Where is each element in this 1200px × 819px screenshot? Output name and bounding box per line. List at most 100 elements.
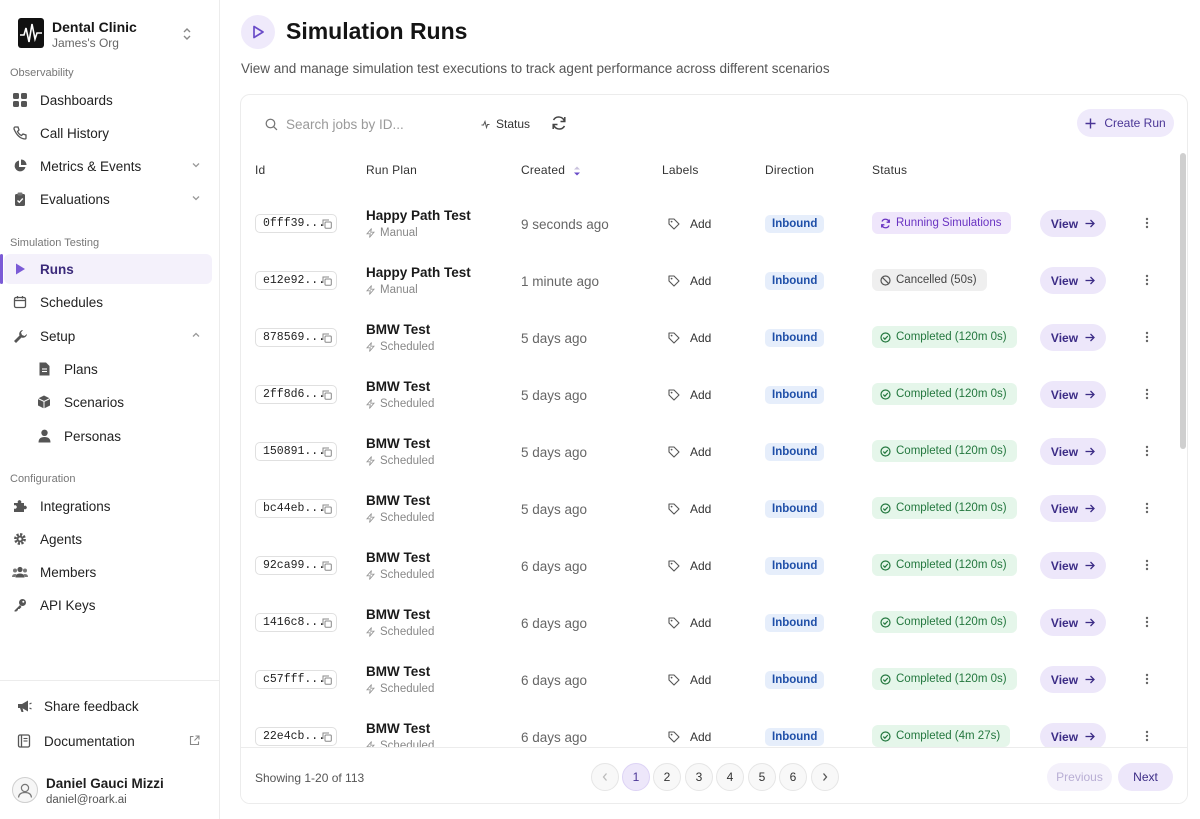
table-row[interactable]: 878569... BMW Test Scheduled 5 days ago Add I…: [241, 309, 1177, 366]
run-id-chip[interactable]: 0fff39...: [255, 214, 337, 233]
search-box[interactable]: [265, 113, 465, 135]
sidebar-item-plans[interactable]: Plans: [28, 354, 212, 384]
column-header-labels[interactable]: Labels: [662, 163, 699, 177]
run-plan-name[interactable]: BMW Test: [366, 721, 431, 736]
sidebar-item-scenarios[interactable]: Scenarios: [28, 387, 212, 417]
more-options-button[interactable]: [1141, 215, 1153, 231]
more-options-button[interactable]: [1141, 728, 1153, 744]
chevrons-up-down-icon[interactable]: [180, 26, 194, 42]
run-id-chip[interactable]: 2ff8d6...: [255, 385, 337, 404]
share-feedback-link[interactable]: Share feedback: [12, 692, 208, 720]
table-row[interactable]: 2ff8d6... BMW Test Scheduled 5 days ago Add I…: [241, 366, 1177, 423]
add-label-button[interactable]: Add: [668, 388, 711, 402]
column-header-status[interactable]: Status: [872, 163, 908, 177]
run-plan-name[interactable]: Happy Path Test: [366, 265, 471, 280]
view-button[interactable]: View: [1040, 552, 1106, 579]
page-button-3[interactable]: 3: [685, 763, 713, 791]
view-button[interactable]: View: [1040, 381, 1106, 408]
table-row[interactable]: 1416c8... BMW Test Scheduled 6 days ago Add I…: [241, 594, 1177, 651]
sidebar-item-runs[interactable]: Runs: [4, 254, 212, 284]
run-plan-name[interactable]: BMW Test: [366, 607, 431, 622]
run-id-chip[interactable]: 1416c8...: [255, 613, 337, 632]
run-plan-name[interactable]: BMW Test: [366, 550, 431, 565]
copy-icon[interactable]: [322, 333, 332, 343]
column-header-created[interactable]: Created: [521, 163, 581, 177]
add-label-button[interactable]: Add: [668, 730, 711, 744]
table-row[interactable]: 22e4cb... BMW Test Scheduled 6 days ago Add I…: [241, 708, 1177, 765]
add-label-button[interactable]: Add: [668, 445, 711, 459]
run-id-chip[interactable]: e12e92...: [255, 271, 337, 290]
copy-icon[interactable]: [322, 219, 332, 229]
sidebar-item-call-history[interactable]: Call History: [4, 118, 212, 148]
next-page-icon-button[interactable]: [811, 763, 839, 791]
chevron-up-icon[interactable]: [190, 329, 202, 341]
add-label-button[interactable]: Add: [668, 502, 711, 516]
create-run-button[interactable]: Create Run: [1077, 109, 1174, 137]
add-label-button[interactable]: Add: [668, 331, 711, 345]
sort-desc-icon[interactable]: [573, 165, 581, 177]
run-id-chip[interactable]: 92ca99...: [255, 556, 337, 575]
more-options-button[interactable]: [1141, 329, 1153, 345]
run-plan-name[interactable]: Happy Path Test: [366, 208, 471, 223]
add-label-button[interactable]: Add: [668, 559, 711, 573]
copy-icon[interactable]: [322, 390, 332, 400]
sidebar-item-metrics[interactable]: Metrics & Events: [4, 151, 212, 181]
refresh-icon[interactable]: [550, 114, 568, 132]
view-button[interactable]: View: [1040, 495, 1106, 522]
copy-icon[interactable]: [322, 561, 332, 571]
view-button[interactable]: View: [1040, 210, 1106, 237]
table-row[interactable]: e12e92... Happy Path Test Manual 1 minute a…: [241, 252, 1177, 309]
run-id-chip[interactable]: bc44eb...: [255, 499, 337, 518]
page-button-2[interactable]: 2: [653, 763, 681, 791]
table-row[interactable]: 0fff39... Happy Path Test Manual 9 seconds …: [241, 195, 1177, 252]
more-options-button[interactable]: [1141, 443, 1153, 459]
sidebar-item-personas[interactable]: Personas: [28, 421, 212, 451]
view-button[interactable]: View: [1040, 324, 1106, 351]
status-filter[interactable]: Status: [481, 113, 530, 135]
copy-icon[interactable]: [322, 504, 332, 514]
user-profile[interactable]: Daniel Gauci Mizzi daniel@roark.ai: [12, 770, 212, 812]
table-row[interactable]: c57fff... BMW Test Scheduled 6 days ago Add I…: [241, 651, 1177, 708]
copy-icon[interactable]: [322, 447, 332, 457]
next-button[interactable]: Next: [1118, 763, 1173, 791]
run-id-chip[interactable]: 22e4cb...: [255, 727, 337, 746]
sidebar-item-integrations[interactable]: Integrations: [4, 491, 212, 521]
more-options-button[interactable]: [1141, 500, 1153, 516]
table-row[interactable]: bc44eb... BMW Test Scheduled 5 days ago Add I…: [241, 480, 1177, 537]
page-button-4[interactable]: 4: [716, 763, 744, 791]
sidebar-item-agents[interactable]: Agents: [4, 524, 212, 554]
run-plan-name[interactable]: BMW Test: [366, 322, 431, 337]
run-plan-name[interactable]: BMW Test: [366, 436, 431, 451]
page-button-6[interactable]: 6: [779, 763, 807, 791]
documentation-link[interactable]: Documentation: [12, 727, 208, 755]
scrollbar-thumb[interactable]: [1180, 153, 1186, 449]
table-row[interactable]: 92ca99... BMW Test Scheduled 6 days ago Add I…: [241, 537, 1177, 594]
sidebar-item-schedules[interactable]: Schedules: [4, 287, 212, 317]
add-label-button[interactable]: Add: [668, 217, 711, 231]
column-header-run-plan[interactable]: Run Plan: [366, 163, 417, 177]
view-button[interactable]: View: [1040, 723, 1106, 750]
run-id-chip[interactable]: 150891...: [255, 442, 337, 461]
column-header-direction[interactable]: Direction: [765, 163, 815, 177]
prev-page-icon-button[interactable]: [591, 763, 619, 791]
copy-icon[interactable]: [322, 276, 332, 286]
search-input[interactable]: [285, 116, 465, 132]
add-label-button[interactable]: Add: [668, 274, 711, 288]
org-switcher[interactable]: Dental Clinic James's Org: [0, 0, 219, 64]
copy-icon[interactable]: [322, 675, 332, 685]
more-options-button[interactable]: [1141, 614, 1153, 630]
add-label-button[interactable]: Add: [668, 673, 711, 687]
previous-button[interactable]: Previous: [1047, 763, 1112, 791]
page-button-1[interactable]: 1: [622, 763, 650, 791]
more-options-button[interactable]: [1141, 557, 1153, 573]
sidebar-item-dashboards[interactable]: Dashboards: [4, 85, 212, 115]
view-button[interactable]: View: [1040, 267, 1106, 294]
copy-icon[interactable]: [322, 732, 332, 742]
more-options-button[interactable]: [1141, 386, 1153, 402]
add-label-button[interactable]: Add: [668, 616, 711, 630]
view-button[interactable]: View: [1040, 666, 1106, 693]
run-plan-name[interactable]: BMW Test: [366, 664, 431, 679]
sidebar-item-members[interactable]: Members: [4, 557, 212, 587]
run-plan-name[interactable]: BMW Test: [366, 379, 431, 394]
more-options-button[interactable]: [1141, 272, 1153, 288]
